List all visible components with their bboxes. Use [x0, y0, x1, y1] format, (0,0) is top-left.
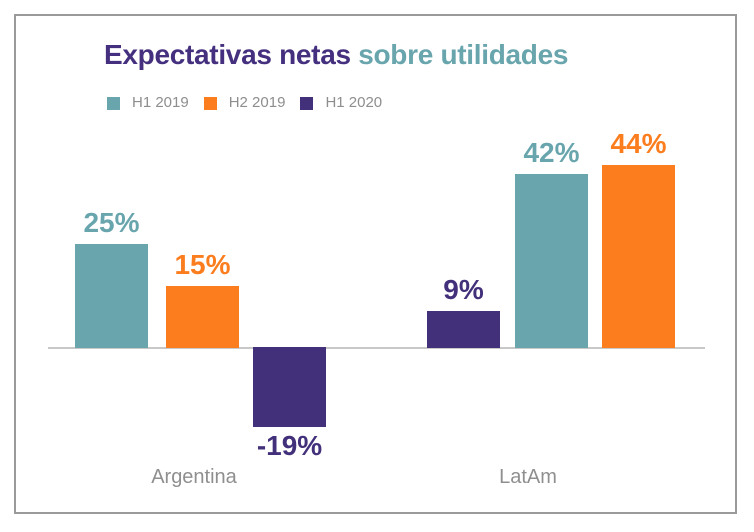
- chart-title: Expectativas netas sobre utilidades: [104, 39, 569, 71]
- legend-label: H2 2019: [228, 94, 286, 111]
- bar-value-label-argentina-h1-2019: 25%: [83, 207, 140, 238]
- category-label-latam: LatAm: [499, 466, 557, 488]
- bar-value-label-argentina-h1-2020: -19%: [256, 430, 323, 461]
- legend-item-h1-2020: H1 2020: [300, 94, 383, 111]
- x-axis-line: [48, 347, 705, 349]
- bar-latam-h1-2020: [427, 311, 500, 348]
- bar-value-label-latam-h1-2019: 42%: [523, 137, 580, 168]
- chart-title-secondary: sobre utilidades: [358, 39, 569, 70]
- category-label-argentina: Argentina: [151, 466, 237, 488]
- bar-latam-h2-2019: [602, 165, 675, 348]
- bar-argentina-h1-2020: [253, 347, 326, 427]
- bar-latam-h1-2019: [515, 174, 588, 348]
- legend-swatch-h2-2019: [203, 96, 217, 110]
- legend-swatch-h1-2020: [300, 96, 314, 110]
- legend-label: H1 2020: [325, 94, 383, 111]
- legend-item-h2-2019: H2 2019: [203, 94, 286, 111]
- legend-swatch-h1-2019: [107, 96, 120, 110]
- bar-value-label-argentina-h2-2019: 15%: [174, 249, 231, 280]
- chart-card: Expectativas netas sobre utilidades H1 2…: [14, 14, 737, 514]
- plot-area: 25% 15% -19% 9% 42% 44% Argentina LatAm: [16, 16, 735, 512]
- bar-value-label-latam-h2-2019: 44%: [610, 128, 667, 159]
- legend-item-h1-2019: H1 2019: [107, 94, 189, 111]
- chart-title-primary: Expectativas netas: [104, 39, 351, 70]
- bar-argentina-h1-2019: [75, 244, 148, 348]
- legend-label: H1 2019: [132, 94, 189, 111]
- bar-value-label-latam-h1-2020: 9%: [443, 274, 484, 305]
- chart-legend: H1 2019 H2 2019 H1 2020: [107, 94, 383, 111]
- bar-argentina-h2-2019: [166, 286, 239, 348]
